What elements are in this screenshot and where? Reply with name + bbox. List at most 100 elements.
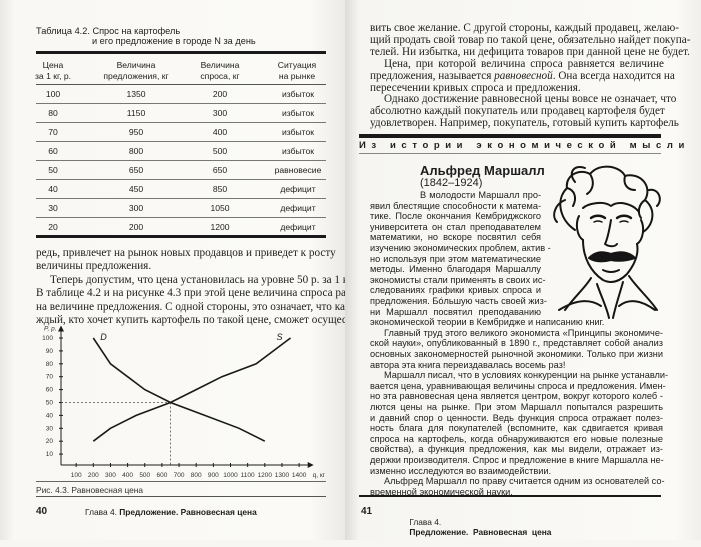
figure-caption: Рис. 4.3. Равновесная цена <box>36 485 144 495</box>
text-line: телей. Ни избытка, ни дефицита товаров п… <box>370 45 690 58</box>
right-page: вить свое желание. С другой стороны, каж… <box>345 0 701 540</box>
x-tick-label: 1400 <box>292 472 307 479</box>
text-line: абсолютно каждый покупатель или продавец… <box>370 105 665 118</box>
text-line: удовлетворен. Например, покупатель, гото… <box>370 117 679 130</box>
table-cell: 450 <box>128 184 144 194</box>
figure-top-rule <box>36 481 326 482</box>
row-divider <box>36 198 326 199</box>
text-line: предложения. Бóльшую часть своей жиз- <box>370 296 547 306</box>
y-tick-label: 40 <box>46 412 54 419</box>
text-line: Однако достижение равновесной цены вовсе… <box>384 93 677 106</box>
text-line: на величине предложения. С одной стороны… <box>36 300 349 313</box>
y-tick-label: 100 <box>42 335 53 342</box>
row-divider <box>36 217 326 218</box>
x-tick-label: 800 <box>191 472 202 479</box>
running-head: Глава 4. Предложение. Равновесная цена <box>400 507 551 547</box>
sidebar-top-rule <box>359 134 661 138</box>
figure-bottom-rule <box>36 496 326 497</box>
table-title-line-1: Таблица 4.2. Спрос на картофель <box>36 26 181 36</box>
column-header: предложения, кг <box>103 71 169 81</box>
text-line: Теперь допустим, что цена установилась н… <box>50 273 355 286</box>
text-line: пересечении кривых спроса и предложения. <box>370 81 581 94</box>
row-divider <box>36 103 326 104</box>
x-tick-label: 200 <box>88 472 99 479</box>
text-line: временной экономической науки. <box>370 486 513 497</box>
y-tick-label: 20 <box>46 438 54 445</box>
running-head-chapter: Глава 4. <box>85 507 117 517</box>
row-divider <box>36 179 326 180</box>
table-cell: 1350 <box>126 89 146 99</box>
series-d-line <box>92 337 266 442</box>
x-tick-label: 600 <box>156 472 167 479</box>
row-divider <box>36 141 326 142</box>
column-header: спроса, кг <box>200 71 240 81</box>
table-cell: избыток <box>281 108 315 118</box>
column-header: Величина <box>200 60 240 70</box>
text-line: Маршалл писал, что в условиях конкуренци… <box>384 370 669 381</box>
y-tick-label: 10 <box>46 451 54 458</box>
text-line: Альфред Маршалл по праву считается одним… <box>384 476 665 487</box>
column-header: Величина <box>116 60 156 70</box>
section-header: Из истории экономической мысли <box>359 140 690 151</box>
text-line: математики, но вскоре посвятил себя <box>370 232 541 243</box>
series-label-s: S <box>277 332 283 342</box>
table-cell: 200 <box>128 222 144 232</box>
text-line: явил блестящие способности к матема- <box>370 200 541 211</box>
x-tick-label: 1100 <box>241 472 255 479</box>
marshall-portrait <box>553 165 661 319</box>
text-line: методы. Именно благодаря Маршаллу <box>370 264 541 275</box>
y-tick-label: 30 <box>46 425 54 432</box>
x-tick-label: 1300 <box>275 472 290 479</box>
text-line: но используя при этом математические <box>370 253 541 264</box>
x-axis-label: q, кг <box>313 472 326 479</box>
table-cell: 300 <box>128 203 144 213</box>
row-divider <box>36 160 326 161</box>
x-tick-label: 100 <box>71 472 82 479</box>
x-tick-label: 300 <box>105 472 116 479</box>
table-cell: 50 <box>48 165 58 175</box>
header-rule <box>36 84 326 85</box>
text-line: и давний спор о ценности. Ведь функция с… <box>370 412 663 423</box>
y-tick-label: 50 <box>46 400 54 407</box>
x-tick-label: 1000 <box>223 472 238 479</box>
running-head-title: Предложение. Равновесная цена <box>119 507 257 517</box>
text-line: В молодости Маршалл про- <box>420 190 541 200</box>
table-cell: 650 <box>212 165 228 175</box>
y-axis-label: P, p. <box>44 326 57 333</box>
text-line: но эта равновесная цена является центром… <box>370 391 663 402</box>
table-cell: 200 <box>212 89 228 99</box>
x-tick-label: 900 <box>208 472 219 479</box>
table-cell: дефицит <box>280 222 316 232</box>
text-line: ждый, кто хочет купить картофель по тако… <box>36 314 356 326</box>
table-cell: 300 <box>212 108 228 118</box>
table-cell: дефицит <box>280 203 316 213</box>
x-axis-arrow-icon <box>307 462 314 468</box>
table-cell: равновесие <box>274 165 322 175</box>
running-head-chapter: Глава 4. <box>409 517 442 527</box>
table-cell: 20 <box>48 222 58 232</box>
table-title: Таблица 4.2. Спрос на картофель и его пр… <box>36 26 256 46</box>
table-cell: 60 <box>48 146 58 156</box>
sidebar-header-rule <box>359 153 661 154</box>
table-cell: 1150 <box>126 108 146 118</box>
text-line: предложения, называется равновесной. Она… <box>370 69 675 82</box>
table-cell: 1050 <box>210 203 230 213</box>
bio-dates: (1842–1924) <box>420 177 483 189</box>
table-cell: 70 <box>48 127 58 137</box>
text-line: лются цены на рынке. При этом Маршалл по… <box>370 402 663 412</box>
text-line: экономисты стали применять в своих ис- <box>370 274 546 285</box>
text-line: экономической теории в Кембридже и напис… <box>370 317 605 328</box>
text-line: тике. После окончания Кембриджского <box>370 211 541 222</box>
left-page: Таблица 4.2. Спрос на картофель и его пр… <box>0 0 356 540</box>
y-tick-label: 80 <box>46 361 54 368</box>
text-line: Главный труд этого великого экономиста «… <box>384 327 663 338</box>
text-line: университета он стал преподавателем <box>370 221 541 232</box>
text-line: свойства), а функция предложения, как мы… <box>370 444 663 455</box>
y-tick-label: 60 <box>46 387 54 394</box>
table-cell: 850 <box>212 184 228 194</box>
table-cell: избыток <box>281 127 315 137</box>
x-tick-label: 500 <box>139 472 150 479</box>
equilibrium-chart: 10 20 30 40 50 60 70 80 90 100 100 200 300 400 500 600 7… <box>42 325 326 479</box>
table-cell: 650 <box>128 165 144 175</box>
text-line: изучению экономических проблем, актив - <box>370 243 551 253</box>
